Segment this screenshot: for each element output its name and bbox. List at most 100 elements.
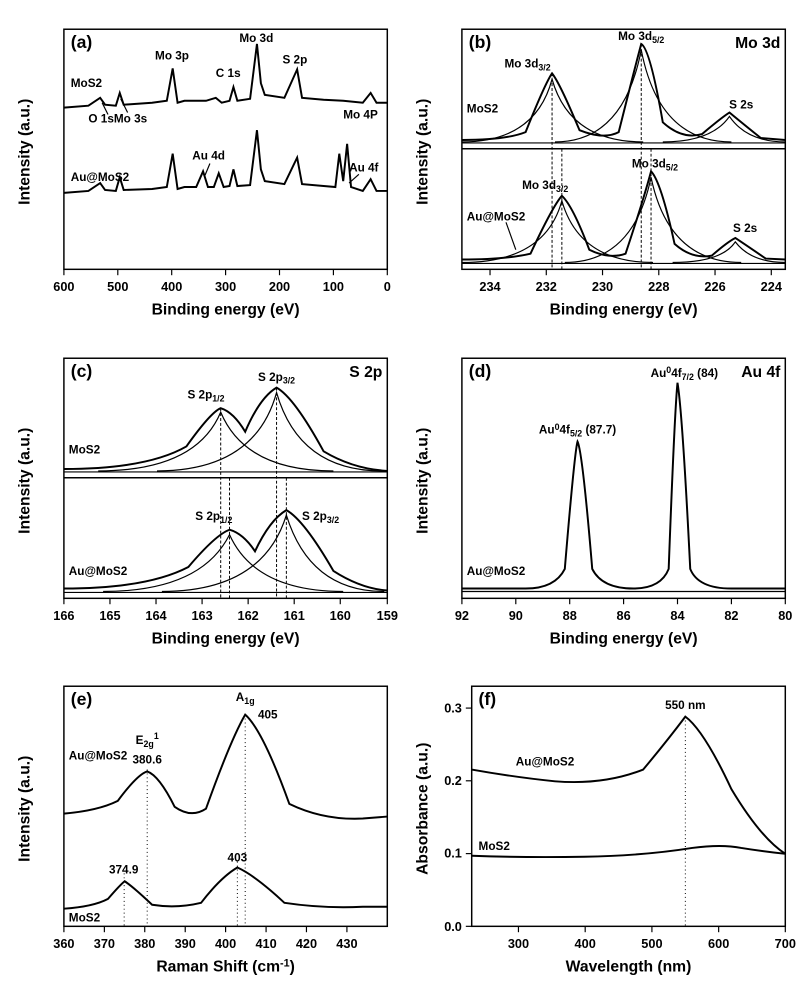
svg-text:405: 405 (258, 709, 278, 722)
panel-c-xticks: 166 165 164 163 162 161 160 159 (53, 598, 398, 623)
panel-e-tag: (e) (71, 689, 93, 709)
label-mo4p: Mo 4P (343, 108, 378, 121)
svg-text:500: 500 (641, 936, 662, 951)
f-mos2 (472, 846, 786, 857)
b-top-pk3: S 2s (729, 99, 754, 112)
svg-text:160: 160 (330, 608, 351, 623)
svg-text:230: 230 (592, 279, 613, 294)
label-mos2: MoS2 (71, 77, 103, 90)
c-top-name: MoS2 (69, 443, 101, 456)
panel-d: (d) Au 4f 92 90 88 86 84 82 80 Binding e… (408, 339, 800, 662)
f-peak-label: 550 nm (665, 699, 706, 712)
panel-d-xlabel: Binding energy (eV) (550, 630, 698, 647)
svg-text:600: 600 (53, 279, 74, 294)
svg-text:92: 92 (455, 608, 469, 623)
svg-text:80: 80 (778, 608, 792, 623)
svg-text:S 2s: S 2s (733, 222, 758, 235)
svg-text:161: 161 (284, 608, 305, 623)
label-aumos2: Au@MoS2 (71, 171, 130, 184)
svg-text:370: 370 (94, 936, 115, 951)
svg-text:Au04f7/2 (84): Au04f7/2 (84) (651, 365, 719, 382)
svg-text:88: 88 (563, 608, 577, 623)
d-name: Au@MoS2 (467, 564, 526, 577)
svg-text:400: 400 (575, 936, 596, 951)
f-mos2-name: MoS2 (479, 840, 511, 853)
svg-text:S 2p3/2: S 2p3/2 (258, 370, 295, 385)
svg-text:Raman Shift (cm-1): Raman Shift (cm-1) (156, 958, 294, 976)
panel-a-ylabel: Intensity (a.u.) (17, 99, 34, 205)
panel-f: (f) 300 400 500 600 700 0.0 0.1 0.2 0.3 … (408, 667, 800, 990)
svg-text:360: 360 (53, 936, 74, 951)
svg-text:166: 166 (53, 608, 74, 623)
svg-text:159: 159 (377, 608, 398, 623)
svg-text:Au04f5/2 (87.7): Au04f5/2 (87.7) (539, 421, 616, 438)
panel-f-tag: (f) (479, 689, 497, 709)
e-top-name: Au@MoS2 (69, 750, 128, 763)
svg-text:374.9: 374.9 (109, 864, 139, 877)
panel-e-ylabel: Intensity (a.u.) (17, 756, 34, 862)
c-bot-name: Au@MoS2 (69, 564, 128, 577)
label-au4f: Au 4f (349, 161, 378, 174)
label-au4d: Au 4d (192, 150, 225, 163)
svg-text:403: 403 (228, 852, 248, 865)
label-c1s: C 1s (216, 67, 241, 80)
panel-d-ylabel: Intensity (a.u.) (415, 427, 432, 533)
c-top-env (64, 387, 387, 470)
panel-b: (b) Mo 3d 234 232 230 228 226 224 Bindin… (408, 10, 800, 333)
svg-text:90: 90 (509, 608, 523, 623)
panel-a: (a) 600 500 400 300 200 100 0 Binding en… (10, 10, 402, 333)
svg-text:162: 162 (238, 608, 259, 623)
panel-b-tag: (b) (469, 32, 492, 52)
e-bot-name: MoS2 (69, 912, 101, 925)
panel-b-xlabel: Binding energy (eV) (550, 301, 698, 318)
svg-text:232: 232 (536, 279, 557, 294)
panel-b-xticks: 234 232 230 228 226 224 (479, 269, 782, 294)
svg-text:380.6: 380.6 (132, 754, 162, 767)
svg-text:0: 0 (384, 279, 391, 294)
panel-e-xticks: 360 370 380 390 400 410 420 430 (53, 927, 357, 952)
b-top-pk1: Mo 3d3/2 (504, 57, 550, 72)
label-s2p: S 2p (282, 54, 307, 67)
label-o1s: O 1s (88, 112, 114, 125)
svg-text:500: 500 (107, 279, 128, 294)
svg-text:380: 380 (134, 936, 155, 951)
svg-text:0.2: 0.2 (444, 774, 462, 789)
svg-text:165: 165 (99, 608, 120, 623)
svg-text:200: 200 (269, 279, 290, 294)
panel-c-xlabel: Binding energy (eV) (152, 630, 300, 647)
b-top-name: MoS2 (467, 103, 499, 116)
f-au-name: Au@MoS2 (516, 756, 575, 769)
e-top (64, 715, 387, 819)
svg-text:164: 164 (145, 608, 167, 623)
b-bot-name: Au@MoS2 (467, 210, 526, 223)
svg-text:420: 420 (296, 936, 317, 951)
panel-c-ylabel: Intensity (a.u.) (17, 427, 34, 533)
svg-text:224: 224 (761, 279, 783, 294)
svg-text:0.0: 0.0 (444, 920, 462, 935)
panel-f-ylabel: Absorbance (a.u.) (415, 743, 432, 875)
label-mo3p: Mo 3p (155, 50, 189, 63)
svg-text:A1g: A1g (236, 691, 255, 706)
svg-text:S 2p1/2: S 2p1/2 (195, 510, 232, 525)
panel-c-corner: S 2p (349, 364, 382, 381)
svg-text:S 2p3/2: S 2p3/2 (302, 510, 339, 525)
panel-a-xticks: 600 500 400 300 200 100 0 (53, 269, 391, 294)
svg-text:0.3: 0.3 (444, 701, 462, 716)
panel-f-xticks: 300 400 500 600 700 (508, 927, 796, 952)
svg-text:400: 400 (161, 279, 182, 294)
panel-d-corner: Au 4f (741, 364, 781, 381)
svg-text:410: 410 (255, 936, 276, 951)
svg-text:Mo 3d5/2: Mo 3d5/2 (632, 157, 678, 172)
panel-f-xlabel: Wavelength (nm) (566, 959, 692, 976)
panel-d-tag: (d) (469, 361, 492, 381)
panel-a-xlabel: Binding energy (eV) (152, 301, 300, 318)
svg-text:100: 100 (323, 279, 344, 294)
svg-text:226: 226 (704, 279, 725, 294)
svg-text:430: 430 (336, 936, 357, 951)
b-top-pk2: Mo 3d5/2 (618, 30, 664, 45)
svg-text:86: 86 (617, 608, 631, 623)
label-mo3d: Mo 3d (239, 32, 273, 45)
svg-text:400: 400 (215, 936, 236, 951)
svg-text:300: 300 (215, 279, 236, 294)
svg-text:700: 700 (775, 936, 796, 951)
